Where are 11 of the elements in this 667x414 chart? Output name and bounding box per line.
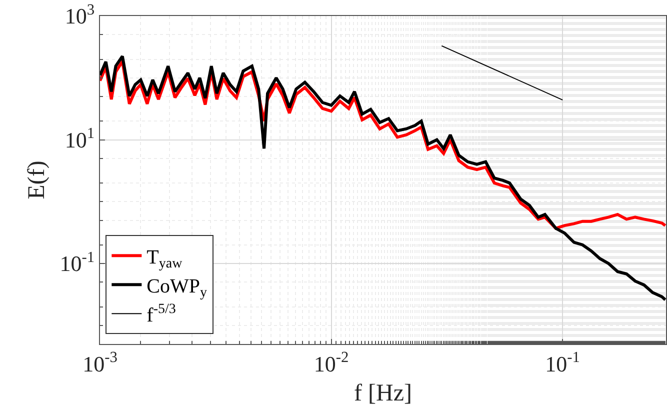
y-tick-label: 10$^{-1}$ xyxy=(60,248,95,276)
x-tick-label: 10$^{-3}$ xyxy=(82,349,118,376)
x-tick-label: 10$^{-2}$ xyxy=(314,349,349,376)
legend-label: f$^{-5/3}$ xyxy=(146,302,176,326)
legend-label: CoWP$_{y}$ xyxy=(146,275,208,301)
legend-label: T$_{yaw}$ xyxy=(146,246,184,272)
y-tick-label: 10$^{1}$ xyxy=(64,125,95,152)
y-axis-title: E(f) xyxy=(24,160,50,200)
y-tick-label: 10$^{3}$ xyxy=(64,1,95,29)
x-axis-title: f [Hz] xyxy=(354,380,412,407)
x-tick-label: 10$^{-1}$ xyxy=(545,349,580,376)
